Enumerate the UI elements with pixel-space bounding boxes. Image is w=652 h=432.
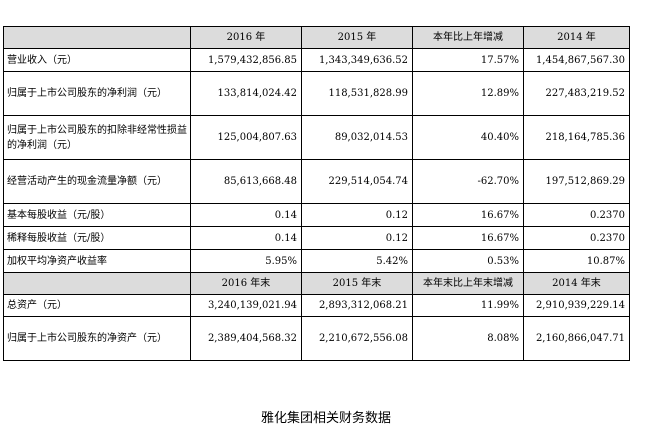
- row-label: 基本每股收益（元/股）: [3, 203, 191, 227]
- value-cell: 125,004,807.63: [190, 115, 302, 160]
- financial-data-table: 2016 年 2015 年本年比上年增减 2014 年营业收入（元） 1,579,43…: [3, 26, 630, 361]
- row-label: 经营活动产生的现金流量净额（元）: [3, 159, 191, 204]
- value-cell: 8.08%: [412, 316, 524, 361]
- value-cell: 229,514,054.74: [301, 159, 413, 204]
- value-cell: 0.12: [301, 203, 413, 227]
- row-label: 归属于上市公司股东的净资产（元）: [3, 316, 191, 361]
- value-cell: 2,210,672,556.08: [301, 316, 413, 361]
- value-cell: 0.2370: [523, 226, 630, 250]
- column-header: 2014 年: [523, 26, 630, 49]
- value-cell: 118,531,828.99: [301, 71, 413, 116]
- value-cell: 40.40%: [412, 115, 524, 160]
- value-cell: 5.42%: [301, 249, 413, 273]
- column-header: 2016 年末: [190, 272, 302, 295]
- value-cell: 12.89%: [412, 71, 524, 116]
- value-cell: -62.70%: [412, 159, 524, 204]
- value-cell: 3,240,139,021.94: [190, 294, 302, 317]
- value-cell: 1,343,349,636.52: [301, 48, 413, 72]
- header-blank-cell: [3, 272, 191, 295]
- value-cell: 0.53%: [412, 249, 524, 273]
- value-cell: 2,389,404,568.32: [190, 316, 302, 361]
- row-label: 总资产（元）: [3, 294, 191, 317]
- column-header: 2016 年: [190, 26, 302, 49]
- column-header: 本年末比上年末增减: [412, 272, 524, 295]
- table-row: 经营活动产生的现金流量净额（元） 85,613,668.48 229,514,054…: [3, 159, 630, 204]
- table-row: 基本每股收益（元/股） 0.14 0.12 16.67% 0.2370: [3, 203, 630, 227]
- value-cell: 10.87%: [523, 249, 630, 273]
- value-cell: 1,579,432,856.85: [190, 48, 302, 72]
- value-cell: 0.14: [190, 203, 302, 227]
- column-header: 2015 年: [301, 26, 413, 49]
- value-cell: 16.67%: [412, 226, 524, 250]
- row-label: 归属于上市公司股东的扣除非经常性损益的净利润（元）: [3, 115, 191, 160]
- column-header: 2015 年末: [301, 272, 413, 295]
- value-cell: 16.67%: [412, 203, 524, 227]
- row-label: 营业收入（元）: [3, 48, 191, 72]
- table-row: 营业收入（元） 1,579,432,856.85 1,343,349,636.52 1…: [3, 48, 630, 72]
- value-cell: 2,910,939,229.14: [523, 294, 630, 317]
- table-row: 加权平均净资产收益率 5.95% 5.42% 0.53% 10.87%: [3, 249, 630, 273]
- value-cell: 218,164,785.36: [523, 115, 630, 160]
- row-label: 稀释每股收益（元/股）: [3, 226, 191, 250]
- header-row: 2016 年 2015 年本年比上年增减 2014 年: [3, 26, 630, 49]
- value-cell: 0.2370: [523, 203, 630, 227]
- header-row: 2016 年末 2015 年末 本年末比上年末增减 2014 年末: [3, 272, 630, 295]
- table-caption: 雅化集团相关财务数据: [260, 411, 391, 426]
- table-row: 归属于上市公司股东的净利润（元） 133,814,024.42 118,531,82…: [3, 71, 630, 116]
- row-label: 归属于上市公司股东的净利润（元）: [3, 71, 191, 116]
- value-cell: 0.12: [301, 226, 413, 250]
- table-row: 稀释每股收益（元/股） 0.14 0.12 16.67% 0.2370: [3, 226, 630, 250]
- value-cell: 17.57%: [412, 48, 524, 72]
- value-cell: 85,613,668.48: [190, 159, 302, 204]
- table-row: 归属于上市公司股东的净资产（元） 2,389,404,568.32 2,210,67…: [3, 316, 630, 361]
- value-cell: 5.95%: [190, 249, 302, 273]
- column-header: 2014 年末: [523, 272, 630, 295]
- value-cell: 227,483,219.52: [523, 71, 630, 116]
- value-cell: 133,814,024.42: [190, 71, 302, 116]
- value-cell: 1,454,867,567.30: [523, 48, 630, 72]
- table-row: 归属于上市公司股东的扣除非经常性损益的净利润（元） 125,004,807.63 8…: [3, 115, 630, 160]
- column-header: 本年比上年增减: [412, 26, 524, 49]
- value-cell: 11.99%: [412, 294, 524, 317]
- value-cell: 0.14: [190, 226, 302, 250]
- header-blank-cell: [3, 26, 191, 49]
- value-cell: 89,032,014.53: [301, 115, 413, 160]
- value-cell: 2,160,866,047.71: [523, 316, 630, 361]
- row-label: 加权平均净资产收益率: [3, 249, 191, 273]
- table-row: 总资产（元） 3,240,139,021.94 2,893,312,068.21 11…: [3, 294, 630, 317]
- value-cell: 197,512,869.29: [523, 159, 630, 204]
- value-cell: 2,893,312,068.21: [301, 294, 413, 317]
